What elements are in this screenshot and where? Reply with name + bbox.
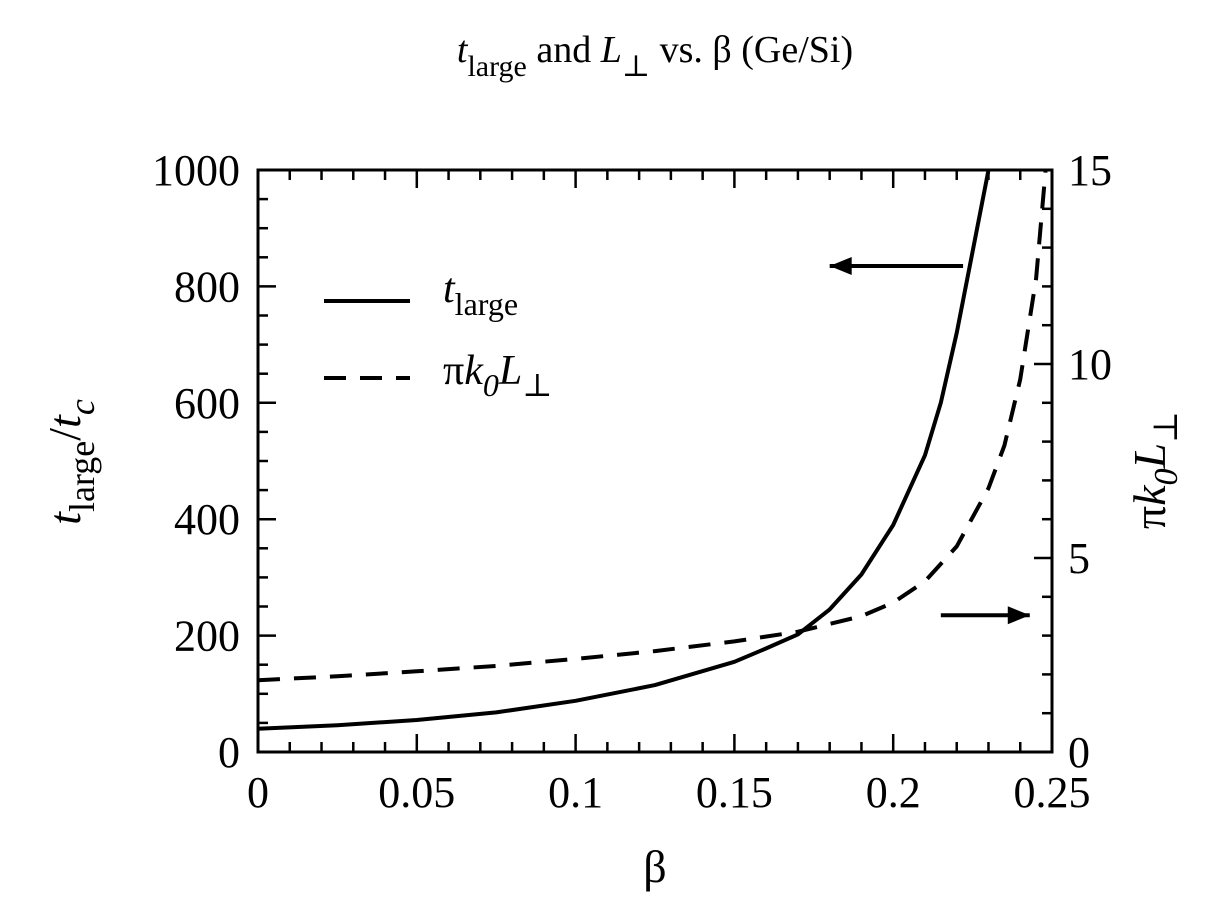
series-layer [257, 169, 1048, 731]
y-left-tick-label: 600 [174, 379, 240, 428]
chart-title: tlarge and L⊥ vs. β (Ge/Si) [457, 29, 853, 83]
y-right-tick-label: 10 [1068, 340, 1112, 389]
legend-label-pi-k0-L: πk0L⊥ [443, 348, 552, 403]
y-left-tick-label: 1000 [152, 146, 240, 195]
x-tick-label: 0.15 [696, 768, 773, 817]
x-tick-label: 0.1 [548, 768, 603, 817]
y-left-tick-label: 0 [218, 728, 240, 777]
legend-label-t-large: tlarge [443, 266, 518, 322]
x-tick-label: 0 [247, 768, 269, 817]
x-tick-label: 0.05 [378, 768, 455, 817]
annotation-layer [829, 257, 1030, 625]
x-tick-label: 0.2 [866, 768, 921, 817]
x-tick-label: 0.25 [1014, 768, 1091, 817]
series-line-pi-k0-L [257, 169, 1048, 683]
right-axis-arrow-head [1007, 606, 1030, 625]
y-right-tick-label: 15 [1068, 146, 1112, 195]
y-left-tick-label: 400 [174, 495, 240, 544]
plot-frame [256, 168, 1054, 754]
y-left-tick-label: 800 [174, 262, 240, 311]
y-right-tick-label: 5 [1068, 534, 1090, 583]
y-left-tick-label: 200 [174, 612, 240, 661]
tick-labels: 0 0.05 0.1 0.15 0.2 0.25020040060080010000510… [152, 146, 1112, 817]
y-right-tick-label: 0 [1068, 728, 1090, 777]
x-axis-label: β [643, 841, 666, 892]
legend: tlarge πk0L⊥ [324, 266, 552, 403]
axis-ticks [256, 168, 1054, 754]
left-axis-arrow-head [829, 257, 852, 276]
y-axis-label-left: tlarge/tc [39, 399, 102, 525]
y-axis-label-right: πk0L⊥ [1124, 411, 1185, 529]
series-line-t-large [257, 169, 991, 731]
